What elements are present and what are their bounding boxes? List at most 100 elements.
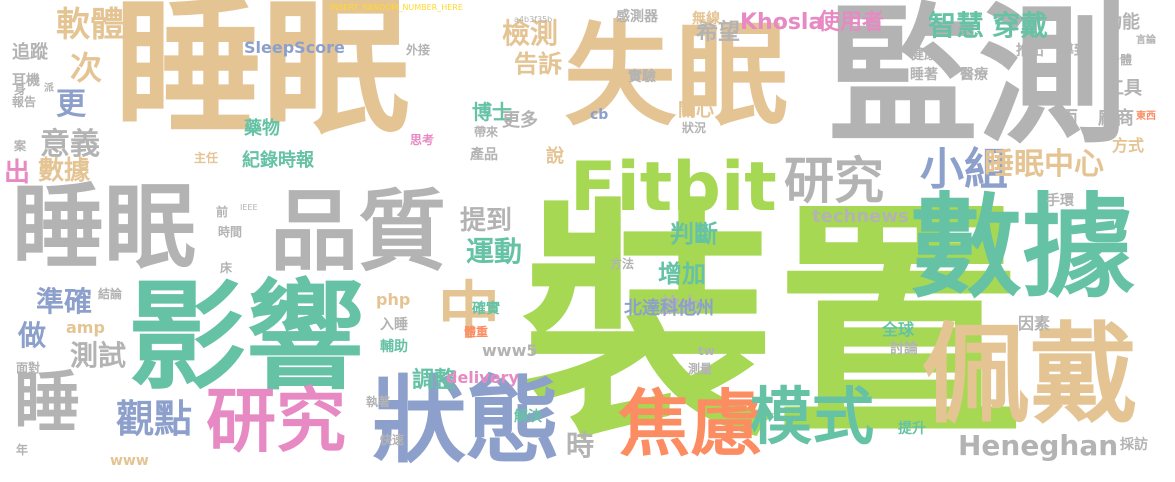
word-exercise: 運動 — [466, 235, 523, 268]
word-report: 報告 — [12, 95, 37, 109]
word-self: 身 — [14, 83, 27, 97]
word-khosla: Khosla — [740, 10, 824, 35]
word-when: 時 — [566, 429, 595, 462]
word-ieee: IEEE — [240, 203, 258, 212]
word-judge: 判斷 — [670, 220, 718, 248]
word-launch: 推出 — [1016, 43, 1044, 59]
word-bed: 床 — [220, 261, 233, 275]
word-tool: 工具 — [1106, 78, 1142, 99]
word-care: 關心 — [678, 100, 714, 121]
word-influence: 影響 — [128, 268, 365, 406]
word-delivery: delivery — [446, 368, 519, 387]
word-cause: 導致 — [1060, 43, 1088, 59]
word-wireless: 無線 — [692, 11, 720, 27]
word-cb: cb — [590, 107, 609, 123]
word-drug: 藥物 — [244, 118, 280, 139]
word-adjust: 調整 — [412, 368, 457, 393]
word-times: 次 — [70, 49, 103, 87]
word-team: 小組 — [920, 144, 1008, 195]
word-before: 前 — [216, 205, 229, 219]
word-research-gray: 研究 — [784, 152, 884, 210]
word-viewpoint: 觀點 — [116, 397, 193, 441]
word-data-small: 數據 — [38, 156, 91, 186]
word-detect: 檢測 — [502, 17, 559, 50]
word-amp: amp — [66, 318, 105, 337]
word-interview: 採訪 — [1120, 437, 1148, 453]
word-php: php — [376, 290, 411, 309]
word-test: 測試 — [70, 339, 127, 372]
word-more: 更 — [56, 87, 86, 122]
word-method: 方式 — [1112, 136, 1145, 155]
word-asleep: 睡著 — [910, 67, 938, 83]
word-product: 產品 — [470, 147, 498, 163]
word-user: 使用者 — [818, 10, 885, 35]
word-heneghan: Heneghan — [958, 429, 1119, 462]
word-case: 案 — [14, 139, 27, 153]
word-wear: 佩戴 — [922, 313, 1139, 438]
word-zoom: 放大 — [660, 293, 700, 317]
word-sleep-main: 睡眠 — [114, 0, 410, 154]
word-bring: 帶來 — [474, 125, 499, 139]
word-measure: 測量 — [688, 362, 713, 376]
word-external: 外接 — [406, 43, 431, 57]
word-experiment: 實驗 — [628, 69, 656, 85]
word-tw: tw — [698, 344, 715, 358]
word-fall-asleep: 入睡 — [380, 317, 408, 333]
word-fast: 快速 — [380, 433, 405, 447]
word-year: 年 — [16, 443, 29, 457]
word-data-large: 數據 — [910, 183, 1134, 313]
word-north-dakota: 北達科他州 — [624, 298, 714, 319]
word-hope: 希望 — [696, 20, 741, 45]
word-insert-random: INSERT_RANDOM_NUMBER_HERE — [330, 3, 463, 12]
word-time: 時間 — [218, 225, 243, 239]
word-health: 健康 — [910, 47, 938, 63]
word-thing: 東西 — [1136, 111, 1156, 122]
word-factor: 因素 — [1018, 314, 1051, 333]
word-mention: 提到 — [460, 206, 513, 236]
word-sleepscore: SleepScore — [244, 38, 345, 57]
word-doctor: 博士 — [472, 100, 512, 124]
word-www: www — [110, 453, 149, 469]
word-smart: 智慧 — [928, 9, 985, 42]
word-anxiety: 焦慮 — [618, 382, 763, 466]
word-assist: 輔助 — [380, 339, 408, 355]
word-tell: 告訴 — [514, 50, 562, 78]
word-quality: 品質 — [270, 180, 447, 283]
word-improve: 提升 — [898, 421, 926, 437]
word-director: 主任 — [194, 151, 219, 165]
word-indeed: 確實 — [472, 301, 500, 317]
word-accurate: 準確 — [36, 285, 93, 318]
word-sensor: 感測器 — [616, 9, 658, 25]
word-nyt: 紀錄時報 — [242, 150, 314, 171]
word-software: 軟體 — [56, 5, 124, 45]
word-earphone: 耳機 — [12, 73, 40, 89]
word-increase: 增加 — [658, 260, 706, 288]
word-research-pink: 研究 — [206, 380, 346, 462]
word-out: 出 — [4, 158, 31, 188]
word-track: 追蹤 — [12, 42, 48, 63]
word-obsess: 執著 — [366, 395, 391, 409]
word-condition: 狀況 — [682, 121, 707, 135]
word-global: 全球 — [882, 320, 915, 339]
word-sleep-center: 睡眠中心 — [984, 147, 1104, 182]
word-device: 裝置 — [522, 179, 1027, 472]
word-send: 派 — [44, 83, 54, 94]
word-face: 面對 — [16, 361, 41, 375]
word-mode: 模式 — [750, 380, 875, 453]
word-medical: 醫療 — [960, 67, 988, 83]
word-state: 狀態 — [372, 367, 561, 476]
word-weight: 體重 — [464, 325, 489, 339]
word-method-2: 方法 — [610, 257, 635, 271]
word-discuss: 討論 — [890, 341, 918, 357]
word-wearable: 穿戴 — [992, 9, 1049, 42]
word-hash: a4b3f35b — [514, 15, 553, 24]
word-sleep-secondary: 睡眠 — [12, 174, 197, 281]
word-do: 做 — [18, 319, 47, 352]
word-technews: technews — [812, 206, 909, 227]
word-two: 兩 — [1060, 108, 1078, 129]
word-more-2: 更多 — [502, 110, 538, 131]
word-say: 說 — [546, 146, 564, 167]
word-solve: 解決 — [514, 409, 542, 425]
word-speech: 言論 — [1136, 35, 1156, 46]
